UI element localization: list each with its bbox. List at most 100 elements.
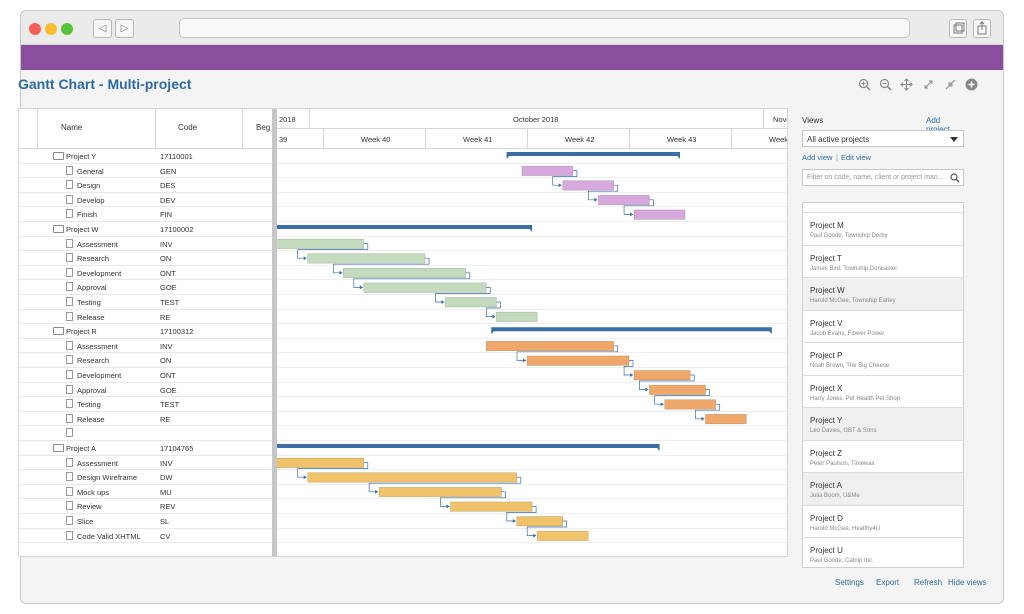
task-row[interactable]: Review REV [19, 499, 272, 514]
project-list-item[interactable]: Project P Noah Brown, The Big Cheese [803, 342, 963, 375]
project-list-item[interactable]: Project A Julia Boom, U&Me [803, 472, 963, 505]
add-circle-icon[interactable] [965, 78, 978, 91]
project-list-item[interactable]: Project D Harold McGee, Healthy4U [803, 504, 963, 538]
chart-row [277, 164, 787, 179]
add-project-link[interactable]: Add project [926, 116, 950, 134]
project-manager: Leo Davies, GBT & Sons [810, 428, 877, 434]
task-row[interactable]: Design DES [19, 178, 272, 193]
project-row[interactable]: Project W 17100002 [19, 222, 272, 237]
project-list-item[interactable]: Project M Paul Goode, Township Derby [803, 212, 963, 245]
zoom-out-icon[interactable] [879, 78, 892, 91]
project-list-item[interactable]: Project X Harry Jones, Pet Health Pet Sho… [803, 374, 963, 408]
zoom-window-button[interactable] [61, 23, 73, 35]
task-row[interactable]: Assessment INV [19, 339, 272, 354]
project-list-item[interactable]: Project U Paul Goode, Catnip Inc. [803, 537, 963, 567]
task-bar[interactable] [343, 268, 467, 279]
pane-splitter[interactable] [272, 109, 277, 556]
task-row[interactable]: Code Valid XHTML CV [19, 529, 272, 544]
refresh-link[interactable]: Refresh [914, 578, 943, 587]
task-bar[interactable] [445, 297, 497, 308]
project-list-item[interactable]: Project T James Bird, Township Doncaster [803, 244, 963, 278]
task-row[interactable]: Design Wireframe DW [19, 470, 272, 485]
task-bar[interactable] [705, 414, 747, 425]
task-bar[interactable] [562, 180, 614, 191]
project-filter-input[interactable]: Filter on code, name, client or project … [802, 169, 964, 186]
task-row[interactable]: Finish FIN [19, 207, 272, 222]
project-row[interactable]: Project Y 17110001 [19, 149, 272, 164]
filter-placeholder: Filter on code, name, client or project … [807, 174, 944, 181]
column-header-name[interactable]: Name [61, 123, 83, 132]
task-bar[interactable] [664, 399, 716, 410]
move-icon[interactable] [900, 78, 913, 91]
task-row[interactable]: Testing TEST [19, 295, 272, 310]
summary-bar[interactable] [491, 327, 772, 335]
minimize-window-button[interactable] [45, 23, 57, 35]
task-bar[interactable] [485, 341, 614, 352]
task-bar[interactable] [598, 195, 650, 206]
settings-link[interactable]: Settings [835, 578, 864, 587]
collapse-icon[interactable] [944, 78, 957, 91]
column-header-begin[interactable]: Beg [256, 123, 271, 132]
add-view-link[interactable]: Add view [802, 153, 833, 162]
app-header-bar [21, 45, 1003, 70]
zoom-in-icon[interactable] [858, 78, 871, 91]
task-bar[interactable] [649, 384, 706, 395]
project-row[interactable]: Project A 17104765 [19, 441, 272, 456]
task-bar[interactable] [521, 165, 574, 176]
task-bar[interactable] [516, 516, 563, 527]
task-bar[interactable] [536, 530, 589, 541]
task-row[interactable]: Research ON [19, 251, 272, 266]
task-row[interactable]: Assessment INV [19, 456, 272, 471]
view-select[interactable]: All active projects [802, 130, 964, 147]
task-bar[interactable] [378, 487, 502, 498]
search-icon[interactable] [950, 173, 960, 183]
column-divider [155, 109, 156, 149]
project-list-item[interactable]: Project Z Peter Paulson, Timewax [803, 439, 963, 473]
task-row[interactable]: Assessment INV [19, 237, 272, 252]
expand-icon[interactable] [922, 78, 935, 91]
project-row[interactable]: Project R 17100312 [19, 324, 272, 339]
task-row[interactable]: Approval GOE [19, 383, 272, 398]
task-row[interactable]: Development ONT [19, 266, 272, 281]
summary-bar[interactable] [277, 444, 660, 451]
edit-view-link[interactable]: Edit view [841, 153, 872, 162]
back-button[interactable]: ◁ [93, 19, 112, 38]
task-bar[interactable] [496, 311, 538, 322]
task-row[interactable]: Release RE [19, 412, 272, 427]
address-bar[interactable] [179, 18, 910, 38]
task-row[interactable]: General GEN [19, 164, 272, 179]
task-row[interactable]: Development ONT [19, 368, 272, 383]
export-link[interactable]: Export [876, 578, 900, 587]
task-bar[interactable] [363, 282, 487, 293]
task-bar[interactable] [450, 501, 533, 512]
task-bar[interactable] [633, 370, 691, 381]
task-bar[interactable] [277, 238, 365, 249]
row-code: RE [160, 414, 171, 424]
task-bar[interactable] [307, 253, 426, 264]
task-row[interactable]: Release RE [19, 310, 272, 325]
task-row[interactable]: Mock ups MU [19, 485, 272, 500]
project-list-item[interactable]: Project W Harold McGee, Township Earley [803, 277, 963, 310]
document-icon [66, 428, 73, 438]
column-header-code[interactable]: Code [178, 123, 198, 132]
document-icon [66, 165, 73, 175]
hide-views-link[interactable]: Hide views [948, 578, 987, 587]
project-list-item[interactable]: Project Y Leo Davies, GBT & Sons [803, 407, 963, 440]
task-bar[interactable] [277, 457, 365, 468]
forward-button[interactable]: ▷ [115, 19, 134, 38]
task-row[interactable]: Develop DEV [19, 193, 272, 208]
task-row[interactable]: Testing TEST [19, 397, 272, 412]
close-window-button[interactable] [29, 23, 41, 35]
task-bar[interactable] [526, 355, 630, 366]
project-list-item[interactable]: Project V Jacob Evans, Flower Power [803, 309, 963, 343]
task-row[interactable]: Research ON [19, 353, 272, 368]
task-bar[interactable] [633, 209, 686, 220]
share-button[interactable] [973, 19, 991, 38]
task-row[interactable] [19, 426, 272, 441]
task-bar[interactable] [307, 472, 518, 483]
summary-bar[interactable] [506, 152, 680, 159]
tabs-overview-button[interactable] [949, 19, 967, 38]
task-row[interactable]: Approval GOE [19, 280, 272, 295]
summary-bar[interactable] [277, 225, 533, 232]
task-row[interactable]: Slice SL [19, 514, 272, 529]
